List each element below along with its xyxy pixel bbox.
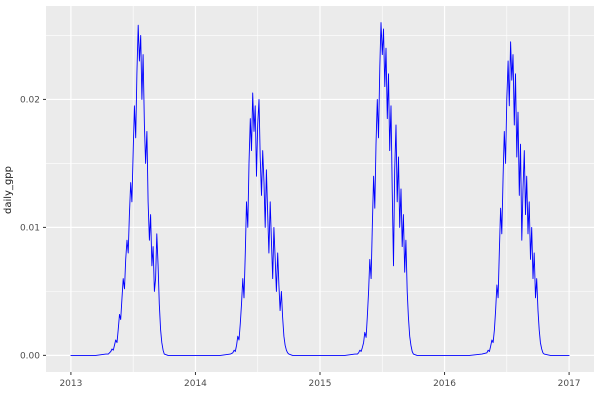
y-tick-label: 0.00 xyxy=(20,351,40,361)
x-tick-label: 2017 xyxy=(558,379,581,389)
x-tick-label: 2015 xyxy=(309,379,332,389)
y-tick-label: 0.01 xyxy=(20,223,40,233)
x-tick-label: 2013 xyxy=(59,379,82,389)
y-axis-title: daily_gpp xyxy=(3,166,14,214)
gpp-line-series xyxy=(70,22,570,356)
x-tick-label: 2014 xyxy=(184,379,207,389)
x-tick-label: 2016 xyxy=(433,379,456,389)
y-tick-label: 0.02 xyxy=(20,95,40,105)
